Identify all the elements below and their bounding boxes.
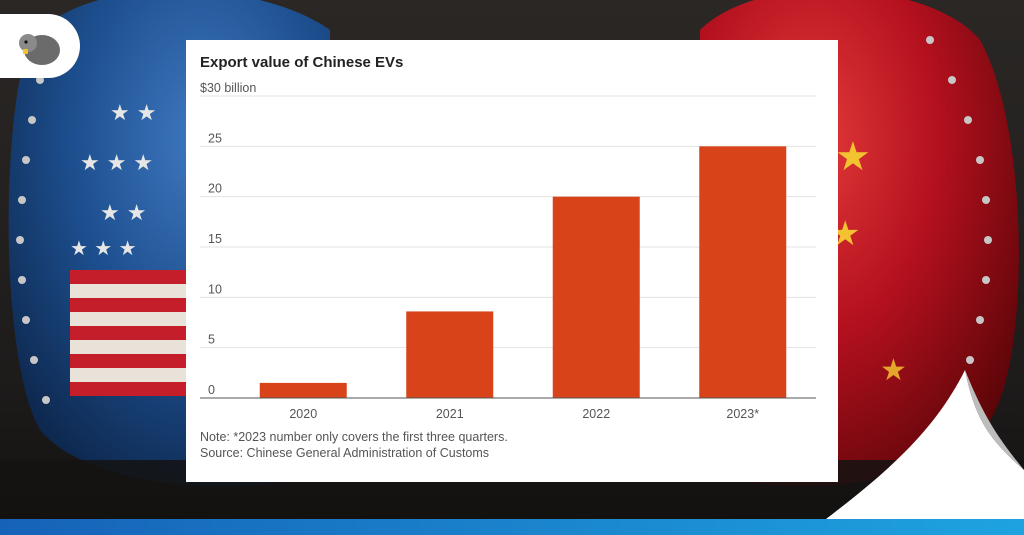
x-tick-label: 2022 (582, 407, 610, 421)
y-tick-label: 0 (208, 383, 215, 397)
bar-2020 (259, 382, 347, 398)
svg-text:★ ★ ★: ★ ★ ★ (80, 151, 153, 176)
brand-logo[interactable] (0, 14, 80, 78)
y-tick-label: 15 (208, 232, 222, 246)
svg-text:★ ★ ★: ★ ★ ★ (70, 236, 137, 260)
y-tick-label: 10 (208, 282, 222, 296)
brand-tagline: สร้างสรรค์โดย (914, 474, 984, 486)
chart-note: Note: *2023 number only covers the first… (200, 430, 508, 444)
chart-card: Export value of Chinese EVs $30 billion 0… (186, 40, 838, 482)
y-tick-label: 5 (208, 333, 215, 347)
svg-text:★ ★: ★ ★ (100, 201, 146, 226)
svg-text:★: ★ (835, 134, 871, 180)
bottom-accent-bar (0, 519, 1024, 535)
filab-mark-icon: F (890, 486, 917, 513)
x-tick-label: 2021 (436, 407, 464, 421)
filab-brand[interactable]: F FILAB (890, 484, 1004, 515)
bar-chart: $30 billion 0 5 10 15 20 25 2020 2021 2022 2023* (200, 81, 816, 421)
x-tick-label: 2023* (726, 407, 759, 421)
svg-text:★: ★ (880, 353, 907, 388)
svg-text:★ ★: ★ ★ (110, 101, 156, 126)
brand-name: FILAB (922, 484, 1004, 514)
y-tick-label: 20 (208, 182, 222, 196)
chart-title: Export value of Chinese EVs (200, 54, 404, 71)
y-tick-label: 25 (208, 131, 222, 145)
y-unit-label: $30 billion (200, 81, 256, 95)
bull-icon (18, 25, 60, 65)
bar-2022 (552, 196, 640, 398)
bar-2023* (699, 146, 787, 398)
x-tick-label: 2020 (289, 407, 317, 421)
chart-source: Source: Chinese General Administration o… (200, 446, 490, 460)
bar-2021 (406, 311, 494, 398)
